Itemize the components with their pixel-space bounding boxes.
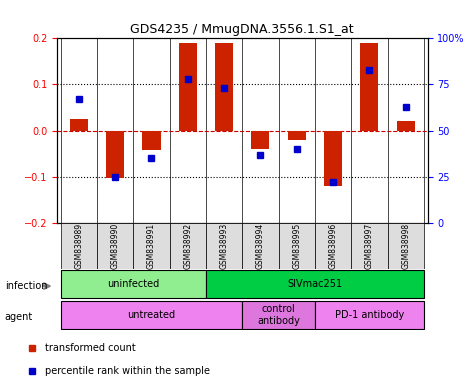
Text: uninfected: uninfected <box>107 279 160 289</box>
Bar <box>215 43 233 131</box>
Text: PD-1 antibody: PD-1 antibody <box>335 310 404 320</box>
Bar <box>142 131 161 150</box>
Text: GSM838994: GSM838994 <box>256 223 265 269</box>
Bar <box>361 43 379 131</box>
FancyBboxPatch shape <box>315 223 351 269</box>
FancyBboxPatch shape <box>61 301 242 329</box>
Bar <box>251 131 269 149</box>
FancyBboxPatch shape <box>61 270 206 298</box>
Text: percentile rank within the sample: percentile rank within the sample <box>45 366 210 376</box>
Text: GSM838997: GSM838997 <box>365 223 374 269</box>
Bar <box>397 121 415 131</box>
FancyBboxPatch shape <box>315 301 424 329</box>
FancyBboxPatch shape <box>206 223 242 269</box>
Title: GDS4235 / MmugDNA.3556.1.S1_at: GDS4235 / MmugDNA.3556.1.S1_at <box>131 23 354 36</box>
Text: GSM838991: GSM838991 <box>147 223 156 269</box>
Bar <box>70 119 88 131</box>
Text: transformed count: transformed count <box>45 343 136 353</box>
FancyBboxPatch shape <box>61 223 97 269</box>
Text: infection: infection <box>5 281 47 291</box>
Text: GSM838995: GSM838995 <box>292 223 301 269</box>
FancyBboxPatch shape <box>278 223 315 269</box>
Text: agent: agent <box>5 312 33 322</box>
Text: GSM838996: GSM838996 <box>329 223 338 269</box>
Text: GSM838990: GSM838990 <box>111 223 120 269</box>
Text: untreated: untreated <box>127 310 175 320</box>
FancyBboxPatch shape <box>388 223 424 269</box>
Text: GSM838993: GSM838993 <box>219 223 228 269</box>
Bar <box>324 131 342 186</box>
Text: control
antibody: control antibody <box>257 304 300 326</box>
Text: GSM838992: GSM838992 <box>183 223 192 269</box>
Text: SIVmac251: SIVmac251 <box>287 279 342 289</box>
FancyBboxPatch shape <box>206 270 424 298</box>
Text: GSM838998: GSM838998 <box>401 223 410 269</box>
Bar <box>179 43 197 131</box>
FancyBboxPatch shape <box>133 223 170 269</box>
FancyBboxPatch shape <box>351 223 388 269</box>
Text: GSM838989: GSM838989 <box>74 223 83 269</box>
Bar <box>288 131 306 140</box>
Bar <box>106 131 124 178</box>
FancyBboxPatch shape <box>242 301 315 329</box>
FancyBboxPatch shape <box>97 223 133 269</box>
FancyBboxPatch shape <box>242 223 278 269</box>
FancyBboxPatch shape <box>170 223 206 269</box>
